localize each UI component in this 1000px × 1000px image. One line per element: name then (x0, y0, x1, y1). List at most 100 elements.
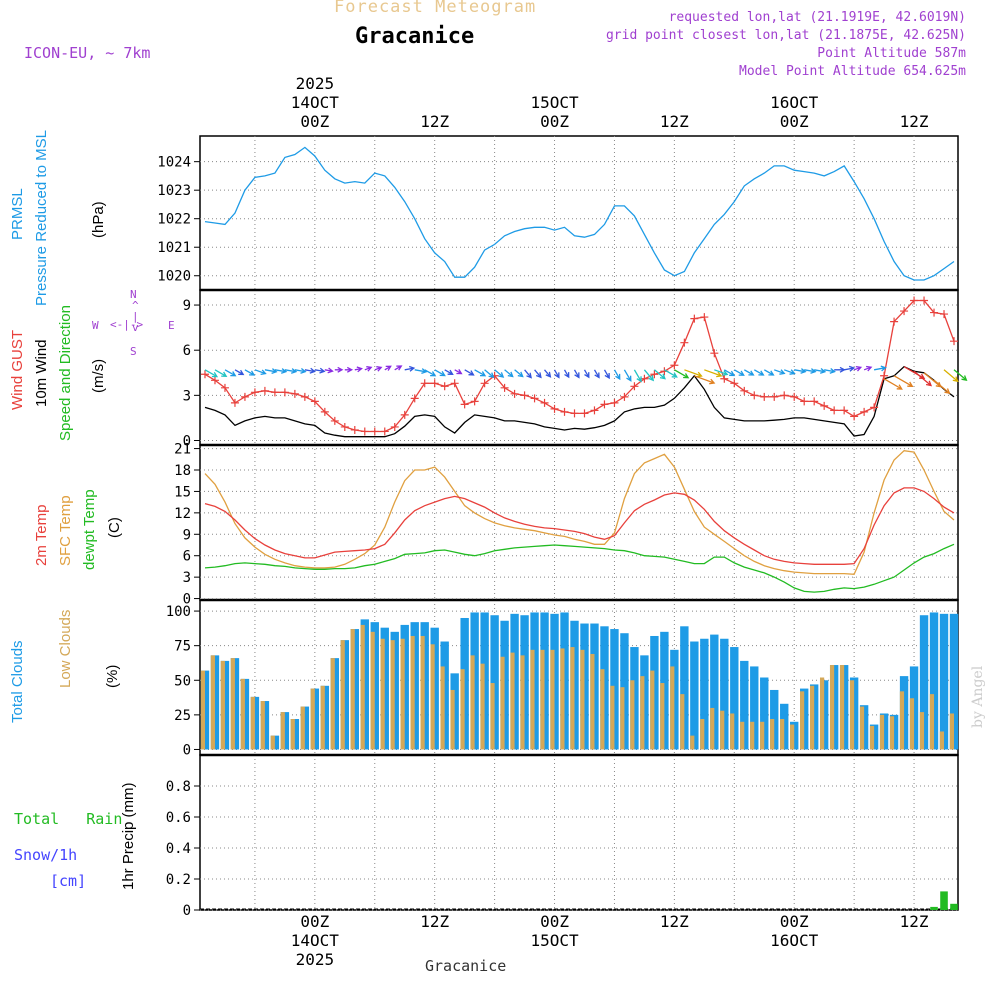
low-cloud-bar (859, 706, 865, 750)
low-cloud-bar (710, 707, 715, 750)
top-tick-label: 00Z (540, 112, 569, 131)
low-cloud-bar (829, 665, 835, 750)
wind-direction-arrow (434, 369, 446, 377)
low-cloud-bar (839, 665, 845, 750)
low-cloud-bar (760, 721, 765, 750)
wind-direction-arrow (424, 369, 437, 377)
low-cloud-bar (600, 669, 605, 750)
low-cloud-bar (929, 694, 935, 750)
wind-direction-arrow (494, 369, 505, 378)
wind-direction-arrow (753, 369, 765, 376)
wind-direction-arrow (384, 365, 392, 371)
gust-marker (700, 313, 709, 322)
total-cloud-bar (740, 660, 749, 750)
total-cloud-bar (330, 658, 340, 750)
gust-marker (950, 337, 959, 346)
bottom-tick-label: 2025 (295, 950, 335, 969)
low-cloud-bar (650, 670, 655, 750)
gust-marker (730, 379, 739, 388)
gust-marker (430, 379, 439, 388)
gust-marker (540, 398, 549, 407)
wind-direction-arrow (514, 369, 524, 378)
total-cloud-bar (370, 622, 379, 750)
gust-marker (470, 397, 479, 406)
wind-direction-arrow (694, 375, 716, 385)
gust-marker (380, 427, 389, 436)
low-cloud-bar (550, 649, 555, 750)
gust-marker (300, 392, 309, 401)
gust-marker (450, 379, 459, 388)
gust-marker (600, 400, 609, 409)
gust-marker (550, 404, 559, 413)
wind-direction-arrow (664, 369, 678, 378)
gust-marker (900, 307, 909, 316)
low-cloud-bar (899, 691, 905, 750)
gust-marker (940, 310, 949, 319)
top-tick-label: 2025 (295, 74, 335, 93)
gust-marker (460, 400, 469, 409)
gust-marker (800, 397, 809, 406)
wind-direction-arrow (553, 369, 560, 379)
y-tick-label: 1023 (157, 183, 191, 199)
low-cloud-bar (320, 685, 325, 750)
gust-marker (500, 383, 509, 392)
low-cloud-bar (430, 644, 435, 750)
y-tick-label: 0.2 (166, 872, 191, 888)
gust-marker (830, 406, 839, 415)
gust-marker (260, 386, 269, 395)
low-cloud-bar (470, 655, 475, 750)
low-cloud-bar (390, 640, 395, 750)
wind-direction-arrow (254, 369, 267, 376)
low-cloud-bar (879, 714, 885, 750)
wind-direction-arrow (733, 369, 745, 376)
gust-marker (280, 388, 289, 397)
top-tick-label: 12Z (420, 112, 450, 131)
gust-marker (870, 403, 879, 412)
total-cloud-bar (919, 615, 929, 750)
y-tick-label: 0 (183, 903, 191, 919)
gust-marker (630, 382, 639, 391)
gust-marker (620, 392, 629, 401)
gust-marker (740, 386, 749, 395)
wind-direction-arrow (364, 366, 373, 372)
total-cloud-bar (390, 631, 399, 750)
low-cloud-bar (340, 640, 345, 750)
wind-direction-arrow (374, 366, 383, 372)
gust-marker (340, 422, 349, 431)
low-cloud-bar (790, 724, 795, 750)
low-cloud-bar (220, 660, 225, 750)
low-cloud-bar (770, 719, 775, 750)
wind-direction-arrow (294, 367, 307, 374)
wind-direction-arrow (674, 369, 690, 379)
rain-bar (940, 891, 948, 910)
snow-unit-label: [cm] (50, 872, 87, 890)
low-cloud-bar (620, 687, 625, 750)
low-cloud-bar (909, 698, 915, 750)
wind-direction-arrow (474, 369, 487, 377)
gust-marker (530, 394, 539, 403)
gust-marker (410, 394, 419, 403)
y-tick-label: 0 (183, 592, 191, 608)
low-cloud-bar (490, 683, 495, 750)
panel-frame-1 (199, 289, 959, 446)
total-cloud-bar (320, 685, 330, 750)
low-cloud-bar (720, 710, 725, 750)
gust-marker (320, 407, 329, 416)
total-cloud-bar (460, 617, 469, 750)
wind-direction-arrow (704, 369, 723, 378)
low-cloud-bar (500, 656, 505, 750)
wind-direction-arrow (234, 369, 245, 376)
low-cloud-bar (570, 647, 575, 750)
model-altitude: Model Point Altitude 654.625m (739, 64, 966, 79)
wind-direction-arrow (304, 367, 316, 374)
wind-direction-arrow (893, 375, 914, 387)
gridpoint-coords: grid point closest lon,lat (21.1875E, 42… (605, 28, 966, 43)
wind-direction-arrow (863, 365, 873, 372)
gust-marker (770, 392, 779, 401)
y-tick-label: 75 (174, 639, 191, 655)
top-tick-label: 00Z (300, 112, 330, 131)
low-cloud-bar (200, 670, 205, 750)
y-tick-label: 0 (183, 742, 191, 758)
gust-marker (210, 376, 219, 385)
